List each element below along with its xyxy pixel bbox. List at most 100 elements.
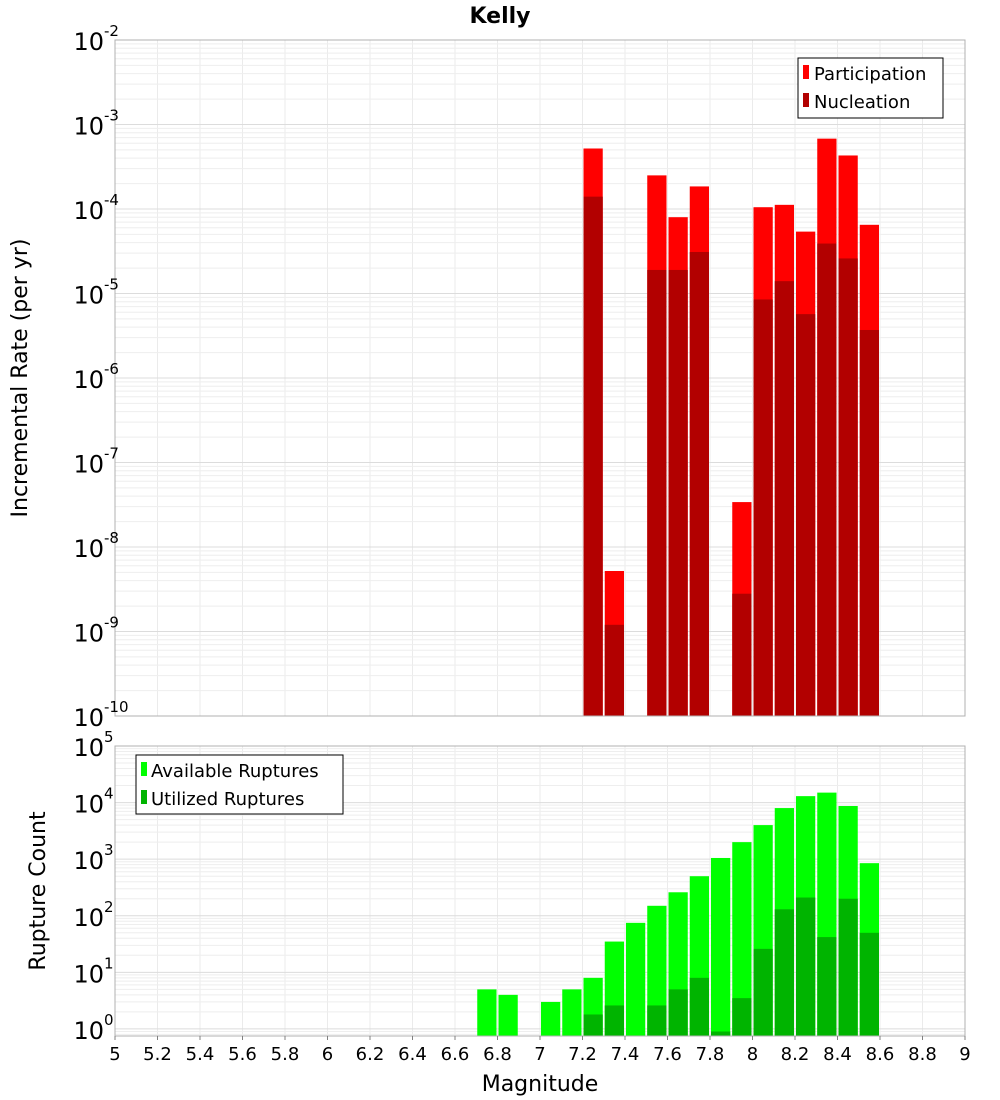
y-tick-label: 10 [73, 113, 104, 141]
x-tick-label: 6.2 [356, 1044, 385, 1065]
utilized-ruptures-bar [838, 898, 858, 1036]
utilized-ruptures-bar [711, 1031, 731, 1036]
utilized-ruptures-bar [817, 937, 837, 1036]
x-tick-label: 8 [747, 1044, 758, 1065]
y-tick-exponent: -5 [104, 276, 119, 294]
x-tick-label: 6.4 [398, 1044, 427, 1065]
available-ruptures-bar [711, 857, 731, 1036]
legend-label-participation: Participation [814, 64, 926, 85]
y-tick-label: 10 [73, 1017, 104, 1045]
y-tick-label: 10 [73, 451, 104, 479]
y-tick-label: 10 [73, 28, 104, 56]
x-tick-label: 7.2 [568, 1044, 597, 1065]
y-tick-exponent: -9 [104, 614, 119, 632]
top-legend: Participation Nucleation [797, 57, 944, 119]
y-tick-exponent: 2 [104, 898, 114, 916]
available-ruptures-bar [732, 842, 752, 1036]
nucleation-bar [732, 593, 752, 716]
x-tick-label: 5.2 [143, 1044, 172, 1065]
x-tick-label: 8.6 [866, 1044, 895, 1065]
y-tick-exponent: -3 [104, 107, 119, 125]
y-tick-exponent: 4 [104, 785, 114, 803]
y-tick-exponent: 1 [104, 954, 114, 972]
y-tick-exponent: -7 [104, 445, 119, 463]
available-ruptures-bar [647, 905, 667, 1036]
utilized-ruptures-bar [689, 977, 709, 1036]
utilized-ruptures-bar [604, 1005, 624, 1036]
x-tick-label: 7.8 [696, 1044, 725, 1065]
y-tick-label: 10 [73, 282, 104, 310]
utilized-ruptures-bar [753, 948, 773, 1036]
y-tick-label: 10 [73, 704, 104, 732]
x-tick-label: 5.8 [271, 1044, 300, 1065]
nucleation-bar [668, 269, 688, 716]
nucleation-bar [689, 251, 709, 717]
available-ruptures-bar [562, 989, 582, 1036]
legend-swatch-utilized [141, 790, 147, 804]
utilized-ruptures-bar [668, 989, 688, 1036]
x-tick-label: 6.8 [483, 1044, 512, 1065]
y-tick-label: 10 [73, 620, 104, 648]
x-tick-label: 8.2 [781, 1044, 810, 1065]
top-legend-box [797, 57, 944, 119]
nucleation-bar [859, 329, 879, 716]
available-ruptures-bar [477, 989, 497, 1036]
top-y-axis-label: Incremental Rate (per yr) [8, 239, 33, 518]
x-tick-labels: 5 5.2 5.4 5.6 5.8 6 6.2 6.4 6.6 6.8 7 7.2 7.4 7.6 7.8 8… [109, 1036, 971, 1065]
utilized-ruptures-bar [796, 897, 816, 1036]
legend-swatch-participation [803, 65, 809, 79]
legend-swatch-nucleation [803, 93, 809, 107]
y-tick-exponent: 0 [104, 1011, 114, 1029]
utilized-ruptures-bar [583, 1014, 603, 1036]
y-tick-label: 10 [73, 197, 104, 225]
nucleation-bar [817, 243, 837, 716]
x-tick-label: 6 [322, 1044, 333, 1065]
y-tick-exponent: -2 [104, 22, 119, 40]
legend-label-utilized: Utilized Ruptures [151, 789, 304, 810]
y-tick-label: 10 [73, 791, 104, 819]
nucleation-bar [838, 258, 858, 716]
x-tick-label: 7.6 [653, 1044, 682, 1065]
x-tick-label: 5.4 [186, 1044, 215, 1065]
utilized-ruptures-bar [859, 932, 879, 1036]
bottom-legend: Available Ruptures Utilized Ruptures [135, 754, 344, 815]
x-tick-label: 7 [534, 1044, 545, 1065]
top-gridlines [114, 40, 966, 717]
x-tick-label: 8.8 [908, 1044, 937, 1065]
top-bars [583, 138, 879, 717]
available-ruptures-bar [626, 922, 646, 1036]
y-tick-label: 10 [73, 366, 104, 394]
x-tick-label: 9 [959, 1044, 970, 1065]
bottom-bars [477, 792, 879, 1036]
x-axis-label: Magnitude [482, 1072, 599, 1097]
x-tick-label: 8.4 [823, 1044, 852, 1065]
legend-swatch-available [141, 762, 147, 776]
y-tick-label: 10 [73, 535, 104, 563]
available-ruptures-bar [498, 994, 518, 1036]
utilized-ruptures-bar [774, 909, 794, 1036]
x-tick-label: 7.4 [611, 1044, 640, 1065]
y-tick-exponent: -4 [104, 191, 119, 209]
y-tick-label: 10 [73, 960, 104, 988]
y-tick-label: 10 [73, 734, 104, 762]
bottom-y-axis-label: Rupture Count [26, 811, 51, 971]
nucleation-bar [774, 281, 794, 716]
nucleation-bar [604, 624, 624, 716]
nucleation-bar [647, 269, 667, 716]
x-tick-label: 5.6 [228, 1044, 257, 1065]
y-tick-label: 10 [73, 847, 104, 875]
nucleation-bar [583, 196, 603, 717]
y-tick-exponent: -6 [104, 360, 119, 378]
available-ruptures-bar [541, 1001, 561, 1036]
nucleation-bar [796, 314, 816, 716]
y-tick-label: 10 [73, 904, 104, 932]
x-tick-label: 6.6 [441, 1044, 470, 1065]
nucleation-bar [753, 299, 773, 716]
chart-title: Kelly [469, 4, 530, 29]
legend-label-nucleation: Nucleation [814, 92, 910, 113]
x-tick-label: 5 [109, 1044, 120, 1065]
